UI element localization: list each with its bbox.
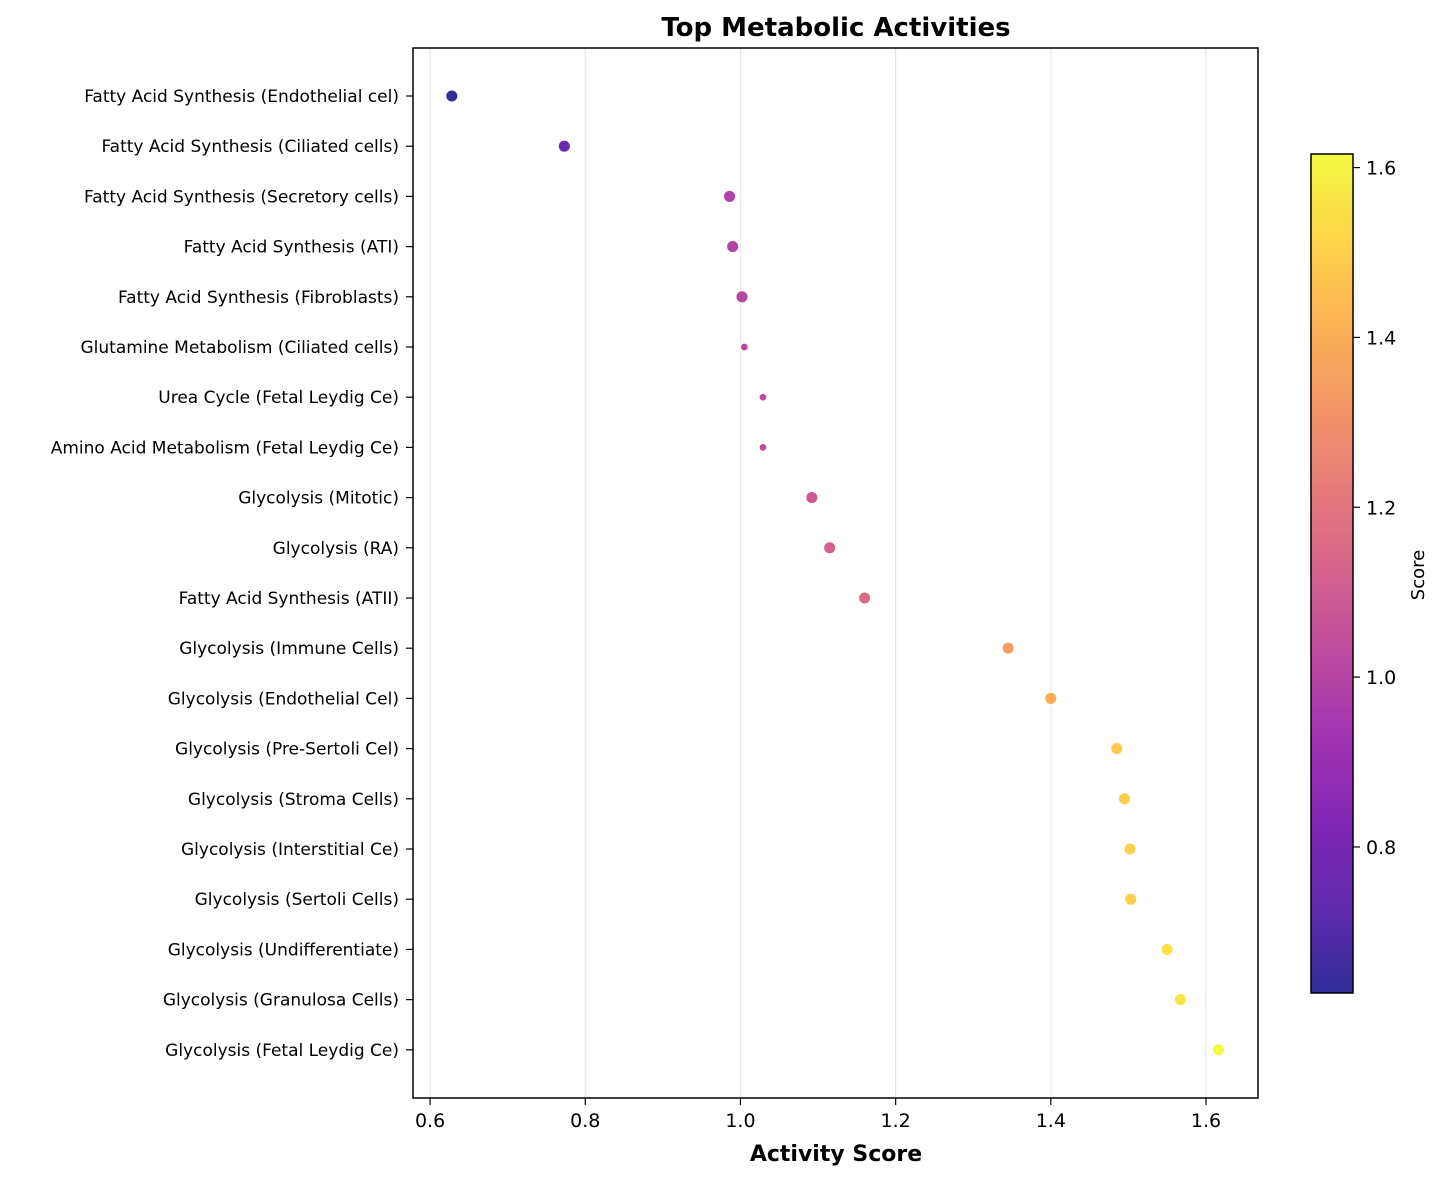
y-category-label: Fatty Acid Synthesis (Secretory cells) [84,187,399,207]
data-point [722,189,737,204]
data-point [1160,942,1175,957]
y-category-label: Glutamine Metabolism (Ciliated cells) [81,338,400,358]
data-point [1173,992,1188,1007]
data-point [557,139,572,154]
x-tick-label: 1.4 [1036,1110,1066,1132]
y-category-label: Glycolysis (Fetal Leydig Ce) [165,1041,399,1061]
y-category-label: Glycolysis (Pre-Sertoli Cel) [175,740,399,760]
data-point [1109,741,1124,756]
colorbar-label: Score [1408,550,1429,600]
y-category-label: Glycolysis (Granulosa Cells) [163,991,399,1011]
data-point [1043,691,1058,706]
data-point [804,490,819,505]
x-tick-label: 1.6 [1191,1110,1221,1132]
data-point [725,239,740,254]
colorbar-tick-label: 1.0 [1366,667,1396,689]
data-point [758,442,768,453]
data-points [444,89,1226,1057]
chart-title: Top Metabolic Activities [661,13,1010,43]
x-tick-label: 0.6 [415,1110,445,1132]
x-tick-label: 0.8 [570,1110,600,1132]
colorbar-tick-label: 1.4 [1366,327,1396,349]
y-category-label: Glycolysis (Endothelial Cel) [168,689,399,709]
y-category-label: Glycolysis (Sertoli Cells) [195,890,399,910]
colorbar-frame [1310,153,1354,994]
data-point [822,540,837,555]
y-category-label: Fatty Acid Synthesis (ATII) [179,589,399,609]
y-category-label: Glycolysis (Stroma Cells) [188,790,399,810]
colorbar-ticks: 0.8 1.0 1.2 1.4 1.6 [1353,158,1396,859]
x-tick-label: 1.2 [881,1110,911,1132]
data-point [1117,791,1132,806]
data-point [735,289,749,304]
y-category-label: Glycolysis (Mitotic) [238,489,399,509]
y-category-label: Urea Cycle (Fetal Leydig Ce) [158,388,399,408]
colorbar-gradient [1311,154,1353,993]
y-category-label: Fatty Acid Synthesis (Fibroblasts) [118,288,399,308]
y-category-label: Glycolysis (Interstitial Ce) [181,840,399,860]
data-point [1211,1042,1226,1057]
y-category-label: Fatty Acid Synthesis (Endothelial cel) [84,87,399,107]
plot-area-frame [412,47,1259,1099]
y-category-label: Glycolysis (Immune Cells) [179,639,399,659]
data-point [1123,842,1137,856]
data-point [758,392,768,402]
colorbar-tick-label: 1.2 [1366,497,1396,519]
colorbar-tick-label: 0.8 [1366,837,1396,859]
y-category-label: Fatty Acid Synthesis (Ciliated cells) [101,137,399,157]
x-axis-ticks: 0.6 0.8 1.0 1.2 1.4 1.6 [415,1098,1221,1132]
y-axis-category-labels: Fatty Acid Synthesis (Endothelial cel) Fa… [51,87,413,1061]
y-category-label: Glycolysis (RA) [273,539,399,559]
grid-lines [429,48,1207,1098]
y-category-label: Glycolysis (Undifferentiate) [168,940,399,960]
data-point [739,342,749,352]
colorbar: 0.8 1.0 1.2 1.4 1.6 Score [1310,153,1429,994]
y-category-label: Fatty Acid Synthesis (ATI) [184,238,399,258]
data-point [857,591,872,605]
colorbar-tick-label: 1.6 [1366,158,1396,180]
x-tick-label: 1.0 [725,1110,755,1132]
data-point [1123,892,1138,907]
data-point [1001,641,1015,656]
data-point [444,89,459,103]
x-axis-label: Activity Score [750,1142,922,1167]
y-category-label: Amino Acid Metabolism (Fetal Leydig Ce) [51,438,399,458]
